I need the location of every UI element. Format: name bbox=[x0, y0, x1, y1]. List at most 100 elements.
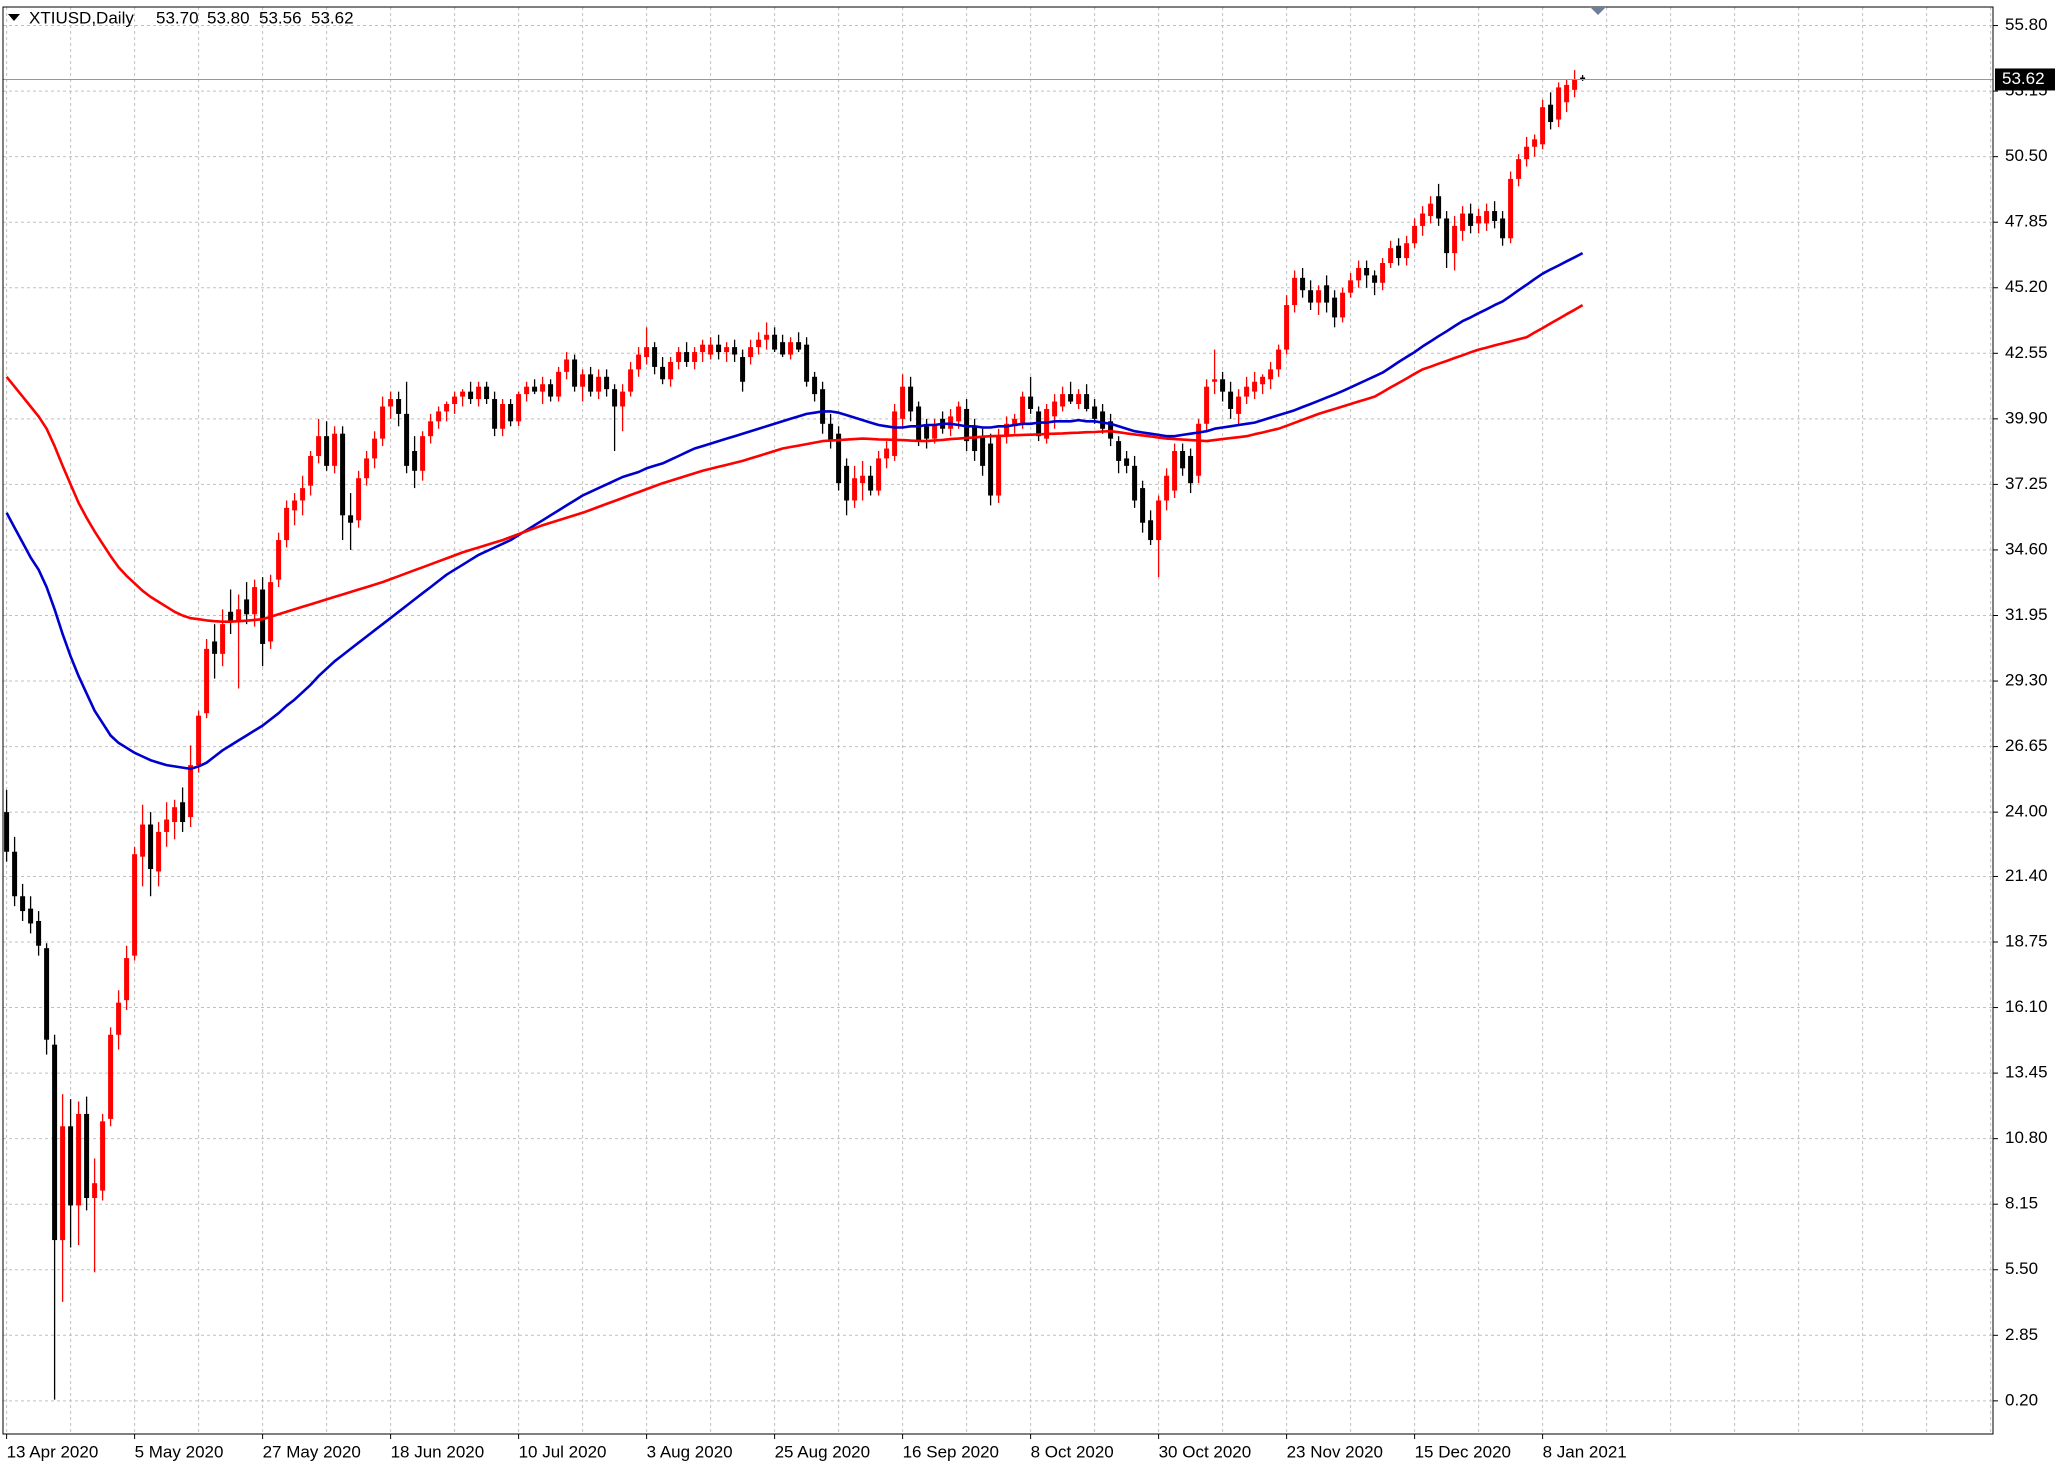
candle-body bbox=[1180, 451, 1186, 469]
candle-body bbox=[1372, 275, 1378, 283]
candle-body bbox=[556, 371, 562, 397]
open-label: 53.70 bbox=[156, 8, 199, 27]
candle-body bbox=[884, 448, 890, 459]
candle-body bbox=[1356, 267, 1362, 281]
candle-body bbox=[148, 824, 154, 870]
candle-body bbox=[1260, 376, 1266, 385]
y-tick-label: 34.60 bbox=[2005, 539, 2048, 558]
y-tick-label: 55.80 bbox=[2005, 15, 2048, 34]
candle-body bbox=[1332, 297, 1338, 318]
candle-body bbox=[708, 344, 714, 355]
y-tick-label: 29.30 bbox=[2005, 671, 2048, 690]
candle-body bbox=[172, 807, 178, 823]
y-tick-label: 31.95 bbox=[2005, 605, 2048, 624]
candle-body bbox=[284, 507, 290, 541]
x-tick-label: 10 Jul 2020 bbox=[519, 1442, 607, 1461]
candle-body bbox=[652, 347, 658, 367]
grid bbox=[3, 7, 1993, 1434]
candle-body bbox=[924, 426, 930, 439]
candle-body bbox=[292, 500, 298, 511]
candle-body bbox=[340, 433, 346, 516]
candle-body bbox=[1148, 520, 1154, 541]
candle-body bbox=[620, 391, 626, 407]
candle-body bbox=[604, 376, 610, 390]
candle-body bbox=[716, 344, 722, 353]
candle-body bbox=[452, 396, 458, 405]
candle-body bbox=[1420, 213, 1426, 226]
candle-body bbox=[1556, 87, 1562, 120]
candle-body bbox=[388, 399, 394, 407]
candle-body bbox=[1532, 139, 1538, 147]
candle-body bbox=[612, 389, 618, 407]
high-label: 53.80 bbox=[207, 8, 250, 27]
candle-body bbox=[52, 1044, 58, 1241]
x-tick-label: 3 Aug 2020 bbox=[647, 1442, 733, 1461]
candle-body bbox=[980, 436, 986, 466]
x-tick-label: 8 Jan 2021 bbox=[1543, 1442, 1627, 1461]
candle-body bbox=[532, 386, 538, 392]
candle-body bbox=[1484, 211, 1490, 224]
candle-body bbox=[92, 1183, 98, 1199]
candle-body bbox=[772, 334, 778, 350]
candle-body bbox=[852, 478, 858, 501]
x-tick-label: 15 Dec 2020 bbox=[1415, 1442, 1511, 1461]
y-tick-label: 0.20 bbox=[2005, 1390, 2038, 1409]
candle-body bbox=[380, 406, 386, 439]
candle-body bbox=[412, 451, 418, 471]
candle-body bbox=[1004, 423, 1010, 437]
candle-body bbox=[260, 589, 266, 644]
candle-body bbox=[76, 1113, 82, 1206]
candle-body bbox=[116, 1002, 122, 1035]
menu-arrow[interactable] bbox=[8, 14, 20, 21]
candle-body bbox=[668, 361, 674, 380]
candle-body bbox=[540, 384, 546, 392]
candle-body bbox=[1492, 211, 1498, 221]
candle-body bbox=[684, 352, 690, 362]
candle-body bbox=[876, 458, 882, 491]
candle-body bbox=[1452, 225, 1458, 254]
candle-body bbox=[1196, 423, 1202, 476]
y-tick-label: 5.50 bbox=[2005, 1259, 2038, 1278]
x-tick-label: 25 Aug 2020 bbox=[775, 1442, 870, 1461]
candle-body bbox=[164, 819, 170, 832]
candle-body bbox=[1156, 500, 1162, 541]
y-tick-label: 42.55 bbox=[2005, 343, 2048, 362]
shift-marker[interactable] bbox=[1590, 7, 1606, 15]
candle-body bbox=[996, 436, 1002, 496]
candle-body bbox=[1140, 488, 1146, 523]
moving-average-line bbox=[5, 251, 1584, 771]
candle-body bbox=[1284, 305, 1290, 350]
candle-body bbox=[828, 423, 834, 442]
y-tick-label: 24.00 bbox=[2005, 802, 2048, 821]
chart-title: XTIUSD,Daily bbox=[29, 8, 134, 27]
candle-body bbox=[196, 715, 202, 766]
y-tick-label: 21.40 bbox=[2005, 866, 2048, 885]
candle-body bbox=[580, 374, 586, 387]
plot-frame bbox=[2, 6, 1994, 1435]
candle-body bbox=[644, 347, 650, 358]
candle-body bbox=[628, 369, 634, 392]
price-box bbox=[1995, 68, 2055, 91]
candle-body bbox=[308, 455, 314, 486]
candle-body bbox=[268, 582, 274, 642]
x-tick-label: 30 Oct 2020 bbox=[1159, 1442, 1252, 1461]
candle-body bbox=[1076, 394, 1082, 405]
candle-body bbox=[108, 1034, 114, 1119]
candle-body bbox=[300, 488, 306, 501]
candle-body bbox=[188, 765, 194, 818]
candle-body bbox=[636, 354, 642, 370]
y-tick-label: 45.20 bbox=[2005, 277, 2048, 296]
candle-body bbox=[572, 359, 578, 387]
candle-body bbox=[12, 851, 18, 897]
candle-body bbox=[796, 342, 802, 350]
candle-body bbox=[1012, 418, 1018, 427]
candle-body bbox=[36, 920, 42, 946]
candle-body bbox=[156, 831, 162, 872]
y-tick-label: 2.85 bbox=[2005, 1325, 2038, 1344]
candle-body bbox=[748, 347, 754, 358]
candle-body bbox=[1212, 379, 1218, 382]
candle-body bbox=[1404, 243, 1410, 259]
candle-body bbox=[1508, 178, 1514, 239]
candle-body bbox=[836, 433, 842, 484]
